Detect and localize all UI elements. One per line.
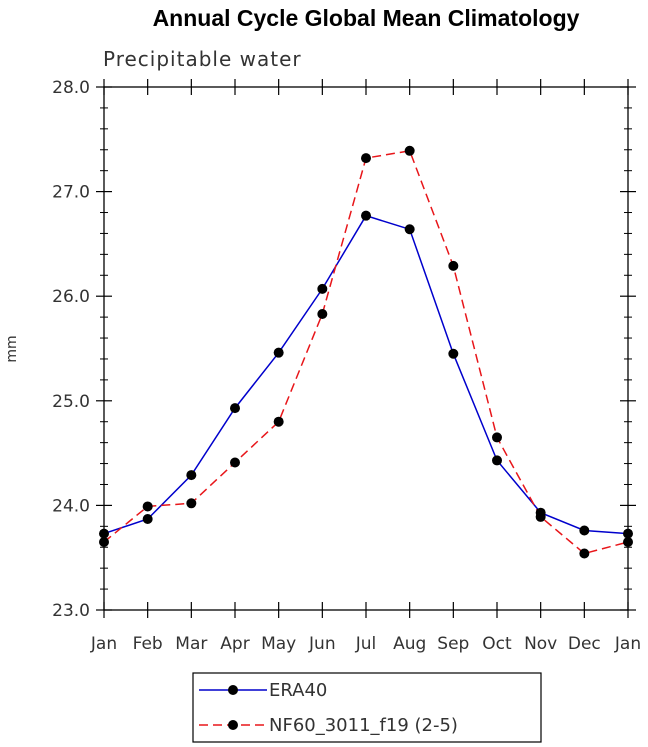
series-1-point	[448, 260, 459, 271]
legend-swatch-marker-1	[228, 720, 238, 730]
legend-swatch-marker-0	[228, 685, 238, 695]
series-1-point	[99, 537, 109, 548]
x-tick-label: May	[261, 634, 296, 654]
x-tick-label: Feb	[133, 634, 163, 654]
x-tick-label: Aug	[393, 634, 426, 654]
series-line-0	[103, 214, 629, 535]
series-1-point	[579, 548, 590, 559]
series-0-point	[448, 348, 459, 359]
x-tick-label: Sep	[437, 634, 469, 654]
series-0-point	[317, 283, 328, 294]
x-tick-label: Dec	[568, 634, 601, 654]
series-0-point	[273, 347, 284, 358]
series-1-point	[404, 145, 415, 156]
x-tick-label: Apr	[220, 634, 249, 654]
x-tick-label: Mar	[175, 634, 207, 654]
series-0-point	[230, 403, 240, 414]
series-1-point	[186, 498, 197, 509]
series-1-point	[317, 308, 328, 319]
y-tick-label: 27.0	[52, 183, 90, 203]
plot-frame	[103, 86, 629, 611]
series-1-point	[142, 501, 153, 512]
legend-box	[192, 672, 542, 743]
x-tick-label: Jun	[308, 634, 336, 654]
x-tick-label: Oct	[482, 634, 512, 654]
x-tick-label: Jan	[614, 634, 641, 654]
series-1-point	[623, 537, 633, 548]
series-0-point	[99, 528, 109, 539]
y-tick-label: 24.0	[52, 496, 90, 516]
series-1-point	[361, 153, 371, 164]
series-1-point	[273, 416, 284, 427]
series-0-point	[404, 224, 415, 235]
plot-area: 23.0 24.0 25.0 26.0 27.0 28.0 Jan Feb Mar Apr May J…	[52, 78, 641, 654]
series-0-point	[579, 525, 590, 536]
series-0-point	[623, 528, 633, 539]
series-0-point	[361, 210, 371, 221]
legend-label-1: NF60_3011_f19 (2-5)	[269, 715, 458, 736]
y-axis-label: mm	[4, 335, 20, 362]
chart-title: Annual Cycle Global Mean Climatology	[153, 5, 580, 31]
x-tick-label: Jul	[355, 634, 377, 654]
series-1-point	[230, 457, 240, 468]
y-tick-label: 28.0	[52, 78, 90, 98]
series-0-point	[186, 470, 197, 481]
y-tick-label: 26.0	[52, 287, 90, 307]
x-tick-label: Nov	[524, 634, 557, 654]
legend-label-0: ERA40	[269, 680, 327, 701]
legend: ERA40 NF60_3011_f19 (2-5)	[192, 672, 542, 743]
series-0-point	[492, 455, 502, 466]
y-tick-label: 25.0	[52, 392, 90, 412]
x-tick-label: Jan	[90, 634, 117, 654]
series-1-point	[535, 511, 546, 522]
y-tick-label: 23.0	[52, 601, 90, 621]
series-1-point	[492, 432, 502, 443]
chart-subtitle: Precipitable water	[103, 47, 302, 71]
series-0-point	[142, 513, 153, 524]
